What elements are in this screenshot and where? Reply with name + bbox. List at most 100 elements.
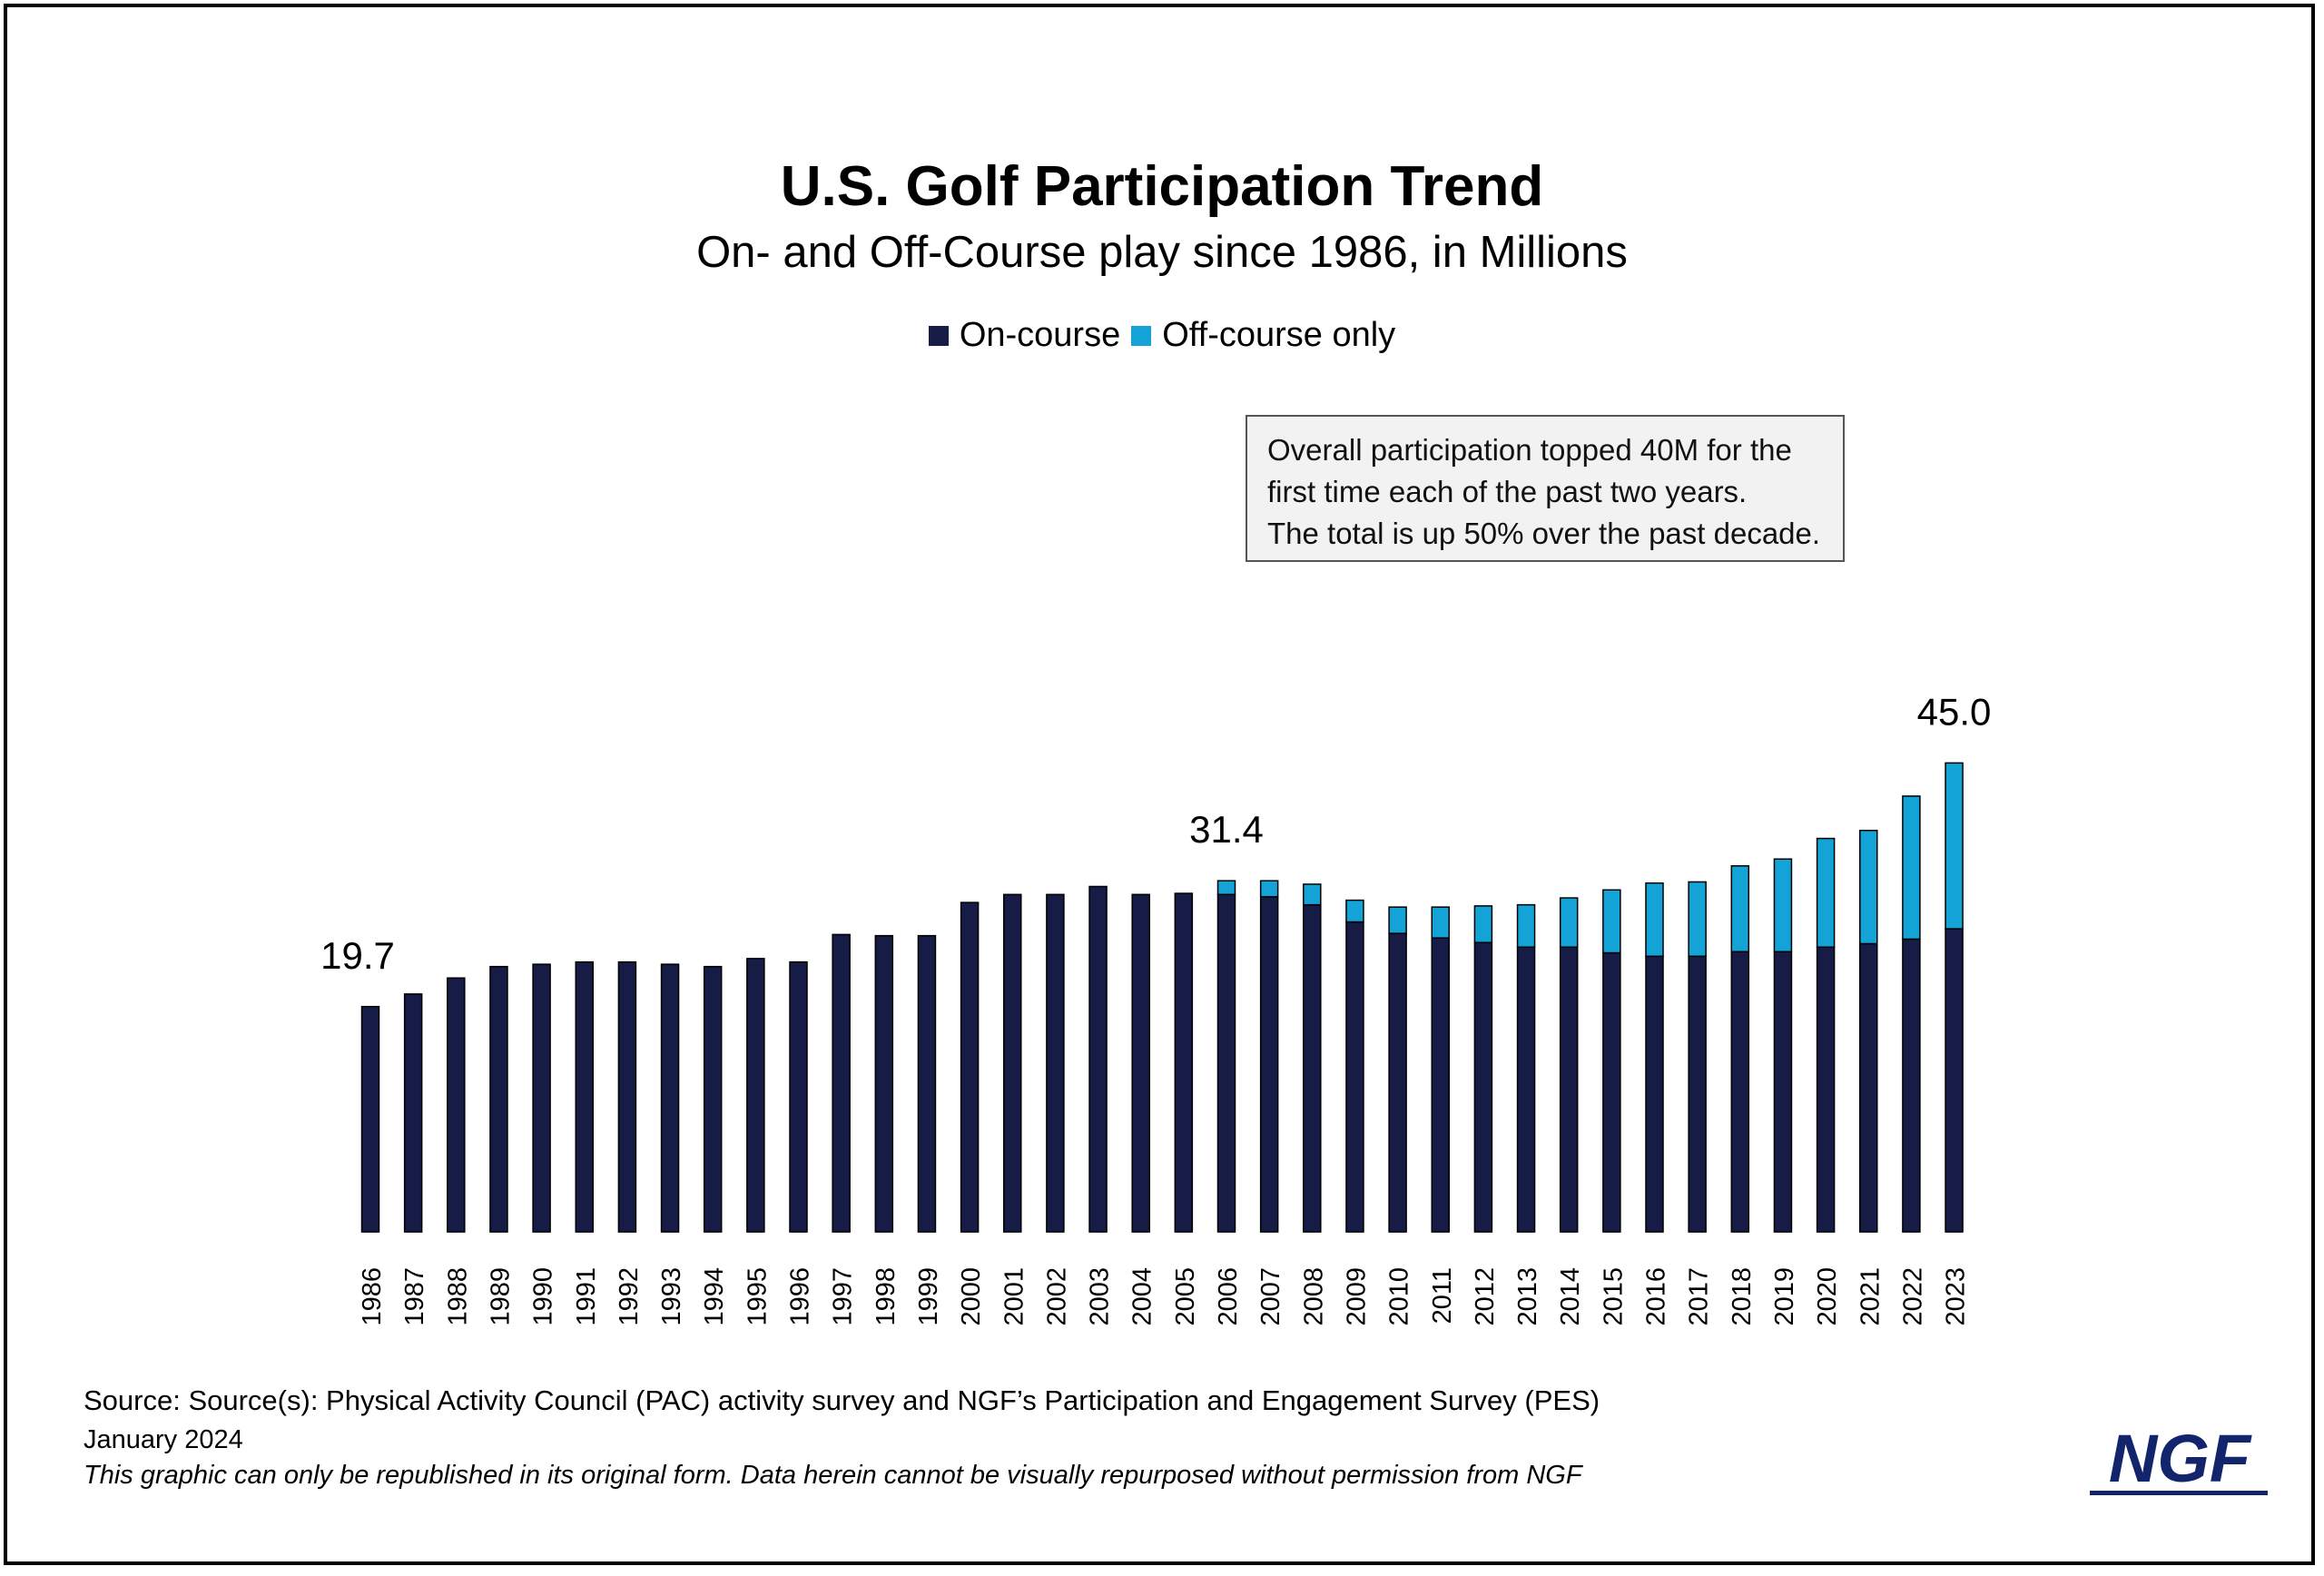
logo-underline <box>2090 1491 2268 1495</box>
bar-off-course-2021 <box>1859 829 1878 945</box>
annotation-callout: Overall participation topped 40M for the… <box>1246 415 1845 562</box>
x-tick-label-2003: 2003 <box>1086 1267 1115 1326</box>
bar-on-course-2020 <box>1816 946 1836 1233</box>
bar-on-course-2017 <box>1688 955 1707 1233</box>
x-tick-label-1990: 1990 <box>529 1267 558 1326</box>
x-tick-label-1986: 1986 <box>358 1267 387 1326</box>
bar-on-course-2021 <box>1859 942 1878 1233</box>
callout-line-3: The total is up 50% over the past decade… <box>1267 517 1821 550</box>
bar-on-course-2010 <box>1388 932 1407 1233</box>
bar-on-course-1990 <box>532 963 551 1233</box>
bar-on-course-1995 <box>746 958 765 1233</box>
legend-label-off-course: Off-course only <box>1162 316 1396 354</box>
bar-off-course-2020 <box>1816 837 1836 949</box>
bar-off-course-2014 <box>1559 897 1579 949</box>
bar-on-course-1997 <box>832 933 851 1233</box>
callout-line-2: first time each of the past two years. <box>1267 475 1748 508</box>
legend-swatch-on-course <box>928 325 949 346</box>
x-tick-label-2021: 2021 <box>1856 1267 1885 1326</box>
bar-on-course-2022 <box>1902 938 1921 1233</box>
bar-on-course-2019 <box>1773 951 1793 1233</box>
legend-label-on-course: On-course <box>959 316 1121 354</box>
x-tick-label-2010: 2010 <box>1385 1267 1414 1326</box>
source-note: Source: Source(s): Physical Activity Cou… <box>84 1384 1600 1416</box>
bar-off-course-2017 <box>1688 881 1707 958</box>
total-label-1986: 19.7 <box>320 934 395 977</box>
x-tick-label-2017: 2017 <box>1685 1267 1714 1326</box>
bar-on-course-1989 <box>489 965 508 1233</box>
x-tick-label-1994: 1994 <box>700 1267 729 1326</box>
legend-item-off-course: Off-course only <box>1131 316 1395 355</box>
x-tick-label-1993: 1993 <box>657 1267 686 1326</box>
bar-off-course-2006 <box>1216 880 1236 896</box>
bar-on-course-2011 <box>1431 937 1450 1233</box>
x-tick-label-1988: 1988 <box>443 1267 472 1326</box>
x-tick-label-2013: 2013 <box>1513 1267 1542 1326</box>
x-tick-label-2001: 2001 <box>1000 1267 1029 1326</box>
bar-off-course-2015 <box>1602 889 1621 954</box>
ngf-logo: NGF <box>2090 1425 2268 1496</box>
bar-off-course-2010 <box>1388 906 1407 934</box>
bar-off-course-2011 <box>1431 906 1450 939</box>
bar-on-course-1996 <box>789 960 808 1233</box>
x-tick-label-1989: 1989 <box>486 1267 515 1326</box>
bar-on-course-2003 <box>1088 885 1108 1233</box>
bar-on-course-2018 <box>1730 951 1750 1233</box>
x-tick-label-1987: 1987 <box>400 1267 429 1326</box>
bar-on-course-1993 <box>660 963 680 1233</box>
bar-off-course-2023 <box>1945 762 1964 930</box>
chart-title: U.S. Golf Participation Trend <box>780 155 1544 218</box>
bar-on-course-2001 <box>1003 893 1022 1233</box>
bar-on-course-2014 <box>1559 946 1579 1233</box>
x-tick-label-2023: 2023 <box>1942 1267 1971 1326</box>
bar-on-course-2005 <box>1174 892 1194 1233</box>
x-tick-label-1991: 1991 <box>572 1267 601 1326</box>
x-tick-label-1998: 1998 <box>872 1267 901 1326</box>
publish-date: January 2024 <box>84 1425 243 1454</box>
total-label-2006: 31.4 <box>1189 808 1264 851</box>
bar-off-course-2018 <box>1730 865 1750 953</box>
x-tick-label-2015: 2015 <box>1599 1267 1628 1326</box>
legend: On-course Off-course only <box>0 316 2324 355</box>
chart-frame <box>4 4 2315 1565</box>
bar-off-course-2009 <box>1345 899 1364 923</box>
bar-on-course-2013 <box>1516 946 1536 1233</box>
bar-off-course-2019 <box>1773 858 1793 953</box>
bar-on-course-1991 <box>575 960 594 1233</box>
bar-on-course-2006 <box>1216 893 1236 1233</box>
bar-on-course-2000 <box>960 901 980 1233</box>
x-tick-label-1997: 1997 <box>829 1267 858 1326</box>
x-tick-label-2004: 2004 <box>1128 1267 1157 1326</box>
bar-on-course-1998 <box>874 934 894 1233</box>
bar-on-course-2016 <box>1645 955 1664 1233</box>
x-tick-label-1999: 1999 <box>914 1267 943 1326</box>
bar-off-course-2013 <box>1516 903 1536 949</box>
x-tick-label-1992: 1992 <box>615 1267 644 1326</box>
x-tick-label-2008: 2008 <box>1299 1267 1328 1326</box>
bar-off-course-2008 <box>1303 883 1322 906</box>
bar-on-course-1988 <box>447 977 466 1233</box>
x-tick-label-2014: 2014 <box>1556 1267 1585 1326</box>
x-tick-label-2022: 2022 <box>1898 1267 1927 1326</box>
bar-on-course-1986 <box>360 1006 380 1233</box>
bar-on-course-2009 <box>1345 921 1364 1233</box>
bar-off-course-2007 <box>1259 880 1279 898</box>
bar-on-course-2007 <box>1259 896 1279 1233</box>
legend-swatch-off-course <box>1131 325 1152 346</box>
x-tick-label-2002: 2002 <box>1042 1267 1071 1326</box>
bar-on-course-2004 <box>1131 893 1150 1233</box>
bar-on-course-1999 <box>917 934 937 1233</box>
x-tick-label-1996: 1996 <box>786 1267 815 1326</box>
bar-on-course-2023 <box>1945 928 1964 1233</box>
x-tick-label-2020: 2020 <box>1813 1267 1842 1326</box>
bar-on-course-1994 <box>703 965 723 1233</box>
x-tick-label-2007: 2007 <box>1256 1267 1285 1326</box>
legend-item-on-course: On-course <box>928 316 1121 355</box>
x-tick-label-2005: 2005 <box>1171 1267 1200 1326</box>
bar-on-course-2002 <box>1046 893 1065 1233</box>
x-tick-label-2009: 2009 <box>1342 1267 1371 1326</box>
total-label-2023: 45.0 <box>1917 690 1992 733</box>
bar-on-course-2015 <box>1602 951 1621 1233</box>
x-tick-label-2016: 2016 <box>1642 1267 1671 1326</box>
